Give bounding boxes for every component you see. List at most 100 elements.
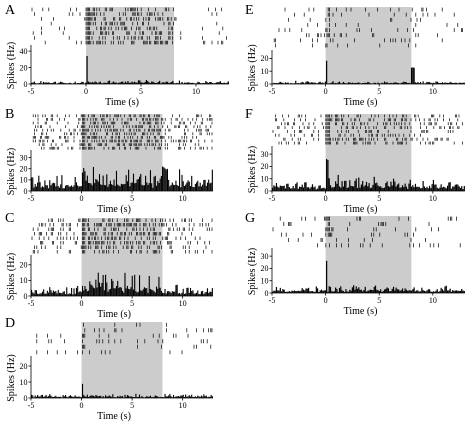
psth-bar bbox=[300, 290, 302, 293]
psth-bar bbox=[98, 282, 101, 296]
psth-bar bbox=[363, 290, 365, 293]
psth-bar bbox=[293, 290, 296, 293]
psth-bar bbox=[159, 80, 161, 84]
psth-bar bbox=[462, 82, 464, 84]
psth-bar bbox=[398, 82, 400, 84]
psth-bar bbox=[144, 82, 146, 84]
psth-bar bbox=[71, 288, 73, 296]
psth-bar bbox=[279, 287, 281, 293]
psth-bar bbox=[461, 83, 463, 84]
psth-bar bbox=[444, 187, 446, 191]
psth-bar bbox=[373, 176, 375, 191]
psth-bar bbox=[47, 188, 50, 191]
psth-bar bbox=[329, 185, 332, 191]
x-axis-label: Time (s) bbox=[344, 97, 378, 108]
psth-bar bbox=[290, 291, 292, 293]
psth-bar bbox=[381, 291, 383, 293]
psth-bar bbox=[210, 395, 212, 398]
psth-bar bbox=[188, 82, 190, 84]
psth-bar bbox=[168, 179, 170, 191]
psth-bar bbox=[119, 82, 121, 84]
psth-bar bbox=[133, 81, 136, 84]
psth-bar bbox=[211, 169, 213, 191]
psth-bar bbox=[50, 83, 53, 84]
psth-bar bbox=[137, 291, 139, 296]
psth-bar bbox=[436, 81, 438, 84]
psth-bar bbox=[141, 184, 143, 191]
psth-bar bbox=[342, 291, 344, 293]
psth-bar bbox=[54, 396, 56, 398]
psth-bar bbox=[275, 287, 278, 293]
psth-bar bbox=[432, 291, 435, 293]
y-tick-label: 20 bbox=[261, 54, 269, 63]
psth-bar bbox=[327, 291, 329, 293]
psth-bar bbox=[395, 82, 397, 84]
psth-bar bbox=[305, 182, 307, 191]
psth-bar bbox=[292, 291, 294, 293]
psth-bar bbox=[118, 82, 120, 84]
psth-bar bbox=[191, 394, 193, 398]
psth-bar bbox=[197, 290, 199, 296]
psth-bar bbox=[453, 82, 455, 84]
psth-bar bbox=[44, 180, 46, 191]
psth-bar bbox=[437, 188, 440, 191]
psth-bar bbox=[170, 82, 173, 84]
psth-bar bbox=[278, 290, 280, 293]
psth-bar bbox=[90, 183, 92, 191]
psth-bar bbox=[108, 289, 110, 296]
psth-bar bbox=[462, 290, 464, 293]
psth-bar bbox=[64, 395, 67, 398]
psth-bar bbox=[55, 291, 57, 296]
psth-bar bbox=[335, 287, 337, 293]
psth-bar bbox=[153, 396, 155, 398]
psth-bar bbox=[77, 83, 79, 84]
psth-bar bbox=[152, 187, 154, 191]
psth-bar bbox=[377, 290, 379, 293]
x-tick-label: 10 bbox=[429, 87, 437, 96]
psth-bar bbox=[84, 171, 86, 191]
psth-bar bbox=[92, 287, 94, 296]
y-tick-label: 10 bbox=[261, 175, 269, 184]
psth-bar bbox=[399, 290, 401, 293]
psth-bar bbox=[437, 291, 440, 293]
psth-bar bbox=[158, 182, 160, 191]
psth-bar bbox=[54, 81, 56, 84]
psth-bar bbox=[143, 185, 145, 191]
psth-bar bbox=[79, 82, 82, 84]
psth-bar bbox=[166, 291, 168, 296]
psth-bar bbox=[304, 290, 306, 293]
psth-bar bbox=[34, 83, 37, 84]
psth-bar bbox=[118, 396, 120, 398]
psth-bar bbox=[180, 187, 182, 191]
psth-bar bbox=[362, 181, 364, 191]
psth-bar bbox=[272, 187, 274, 191]
psth-bar bbox=[335, 82, 337, 84]
psth-bar bbox=[52, 182, 54, 191]
psth-bar bbox=[137, 396, 139, 398]
x-tick-label: 5 bbox=[130, 401, 134, 410]
psth-bar bbox=[73, 83, 75, 84]
psth-bar bbox=[183, 293, 185, 296]
psth-bar bbox=[332, 187, 334, 191]
psth-bar bbox=[31, 289, 33, 296]
psth-bar bbox=[291, 290, 293, 293]
psth-bar bbox=[417, 290, 419, 293]
psth-bar bbox=[54, 183, 56, 191]
psth-bar bbox=[187, 287, 189, 296]
y-tick-label: 10 bbox=[20, 276, 28, 285]
stimulus-shading bbox=[81, 322, 163, 398]
psth-bar bbox=[430, 291, 432, 293]
psth-bar bbox=[225, 83, 227, 84]
x-tick-label: 10 bbox=[179, 299, 187, 308]
psth-bar bbox=[68, 395, 70, 398]
psth-bar bbox=[45, 293, 47, 296]
x-tick-label: -5 bbox=[28, 194, 35, 203]
psth-bar bbox=[455, 184, 458, 191]
psth-bar bbox=[117, 184, 119, 191]
psth-bar bbox=[46, 82, 49, 84]
psth-bar bbox=[326, 158, 328, 191]
psth-bar bbox=[32, 82, 34, 84]
psth-bar bbox=[333, 291, 335, 293]
stimulus-shading bbox=[325, 7, 412, 84]
psth-bar bbox=[446, 82, 449, 84]
